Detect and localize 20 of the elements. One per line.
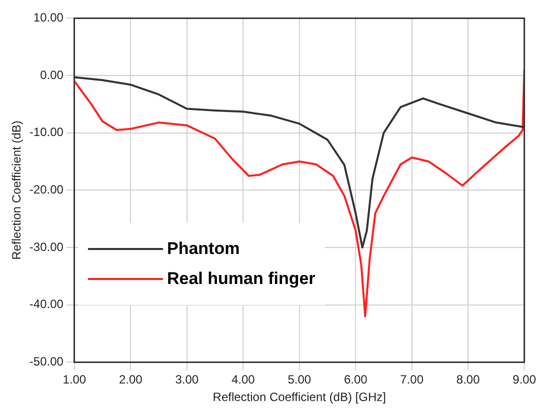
y-tick-label: -40.00: [29, 297, 64, 312]
legend-label: Real human finger: [167, 269, 316, 289]
y-tick-label: -10.00: [29, 125, 64, 140]
x-axis-title: Reflection Coefficient (dB) [GHz]: [212, 390, 386, 404]
x-tick-label: 5.00: [288, 372, 312, 387]
x-tick-label: 3.00: [175, 372, 199, 387]
legend-label: Phantom: [167, 239, 240, 259]
x-tick-label: 7.00: [400, 372, 424, 387]
y-tick-label: -30.00: [29, 240, 64, 254]
x-tick-label: 2.00: [118, 372, 143, 387]
x-tick-label: 6.00: [344, 372, 368, 387]
x-tick-label: 4.00: [231, 372, 256, 387]
y-tick-label: -20.00: [29, 182, 64, 197]
x-tick-label: 1.00: [62, 372, 86, 387]
y-tick-label: 0.00: [40, 68, 64, 82]
x-tick-label: 8.00: [456, 372, 480, 387]
x-tick-label: 9.00: [512, 372, 536, 387]
y-tick-label: 10.00: [33, 10, 64, 25]
y-tick-label: -50.00: [29, 354, 64, 369]
y-axis-title: Reflection Coefficient (dB): [10, 120, 24, 260]
